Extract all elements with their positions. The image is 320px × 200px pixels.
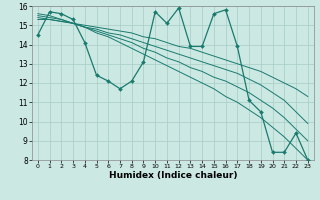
- X-axis label: Humidex (Indice chaleur): Humidex (Indice chaleur): [108, 171, 237, 180]
